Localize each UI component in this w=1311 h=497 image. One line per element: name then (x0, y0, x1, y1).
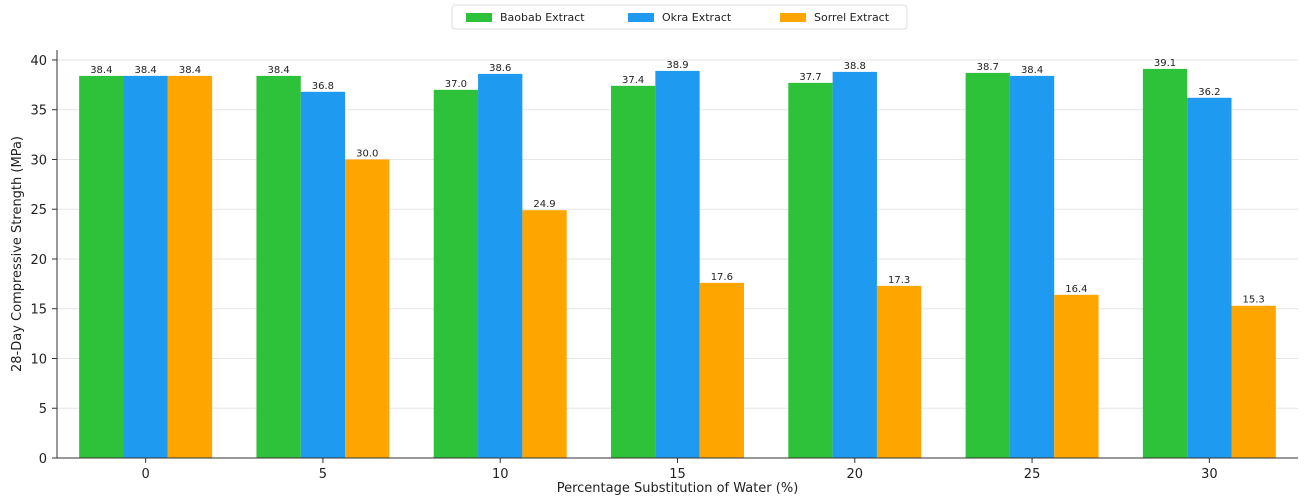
bar-sorrel-extract (167, 75, 213, 458)
legend-box (451, 4, 908, 30)
data-label: 24.9 (533, 199, 555, 210)
bar-okra-extract (1187, 97, 1232, 458)
legend-swatch (466, 13, 492, 22)
data-label: 36.8 (312, 81, 334, 92)
x-tick-label: 10 (492, 467, 509, 482)
y-tick-label: 5 (39, 402, 47, 417)
data-label: 30.0 (356, 148, 378, 159)
x-tick-label: 0 (142, 467, 150, 482)
bar-okra-extract (478, 73, 523, 458)
bars (79, 68, 1276, 459)
bar-sorrel-extract (522, 210, 567, 458)
legend-label: Okra Extract (662, 11, 732, 24)
data-label: 37.4 (622, 75, 644, 86)
legend: Baobab Extract Okra Extract Sorrel Extract (451, 4, 908, 30)
bar-okra-extract (300, 91, 346, 459)
data-label: 38.4 (135, 65, 157, 76)
data-label: 39.1 (1154, 58, 1176, 69)
y-tick-label: 40 (30, 54, 47, 69)
y-tick-label: 30 (30, 153, 47, 168)
data-label: 37.7 (799, 72, 821, 83)
x-axis-title: Percentage Substitution of Water (%) (557, 481, 799, 496)
y-axis-ticks: 0 5 10 15 20 25 30 35 40 (30, 54, 57, 467)
x-tick-label: 25 (1024, 467, 1041, 482)
data-label: 38.4 (267, 65, 289, 76)
data-label: 38.6 (489, 63, 511, 74)
y-tick-label: 15 (30, 303, 47, 318)
data-label: 17.3 (888, 275, 910, 286)
bar-baobab-extract (788, 82, 833, 459)
data-label: 38.4 (1021, 65, 1043, 76)
data-label: 38.9 (666, 60, 688, 71)
y-tick-label: 35 (30, 104, 47, 119)
x-tick-label: 30 (1201, 467, 1218, 482)
x-tick-label: 15 (669, 467, 686, 482)
bar-okra-extract (655, 70, 700, 459)
bar-baobab-extract (965, 72, 1010, 458)
y-tick-label: 10 (30, 352, 47, 367)
bar-sorrel-extract (699, 282, 744, 458)
data-label: 38.4 (90, 65, 112, 76)
bar-okra-extract (832, 71, 877, 458)
bar-sorrel-extract (1231, 305, 1276, 458)
bar-sorrel-extract (1054, 294, 1099, 458)
y-tick-label: 25 (30, 203, 47, 218)
bar-baobab-extract (79, 75, 124, 458)
legend-swatch (628, 13, 654, 22)
bar-sorrel-extract (876, 285, 922, 458)
data-label: 17.6 (711, 272, 733, 283)
bar-okra-extract (123, 75, 168, 458)
y-tick-label: 0 (39, 452, 47, 467)
bar-baobab-extract (433, 89, 479, 459)
legend-label: Baobab Extract (500, 11, 585, 24)
y-axis-title: 28-Day Compressive Strength (MPa) (10, 136, 25, 372)
legend-swatch (780, 13, 806, 22)
bar-baobab-extract (611, 85, 656, 458)
data-label: 15.3 (1243, 295, 1265, 306)
data-label: 38.7 (977, 62, 999, 73)
x-axis-ticks: 0 5 10 15 20 25 30 (142, 458, 1218, 482)
data-label: 36.2 (1198, 87, 1220, 98)
x-tick-label: 5 (319, 467, 327, 482)
bar-sorrel-extract (345, 159, 390, 458)
data-label: 37.0 (445, 79, 467, 90)
bar-baobab-extract (1142, 68, 1188, 458)
x-tick-label: 20 (847, 467, 864, 482)
y-tick-label: 20 (30, 253, 47, 268)
legend-label: Sorrel Extract (814, 11, 890, 24)
bar-baobab-extract (256, 75, 301, 458)
data-label: 16.4 (1065, 284, 1087, 295)
data-label: 38.8 (844, 61, 866, 72)
bar-okra-extract (1009, 75, 1055, 458)
data-labels: 38.4 38.4 38.4 38.4 36.8 30.0 37.0 38.6 24.9 37.4… (90, 58, 1265, 306)
data-label: 38.4 (179, 65, 201, 76)
